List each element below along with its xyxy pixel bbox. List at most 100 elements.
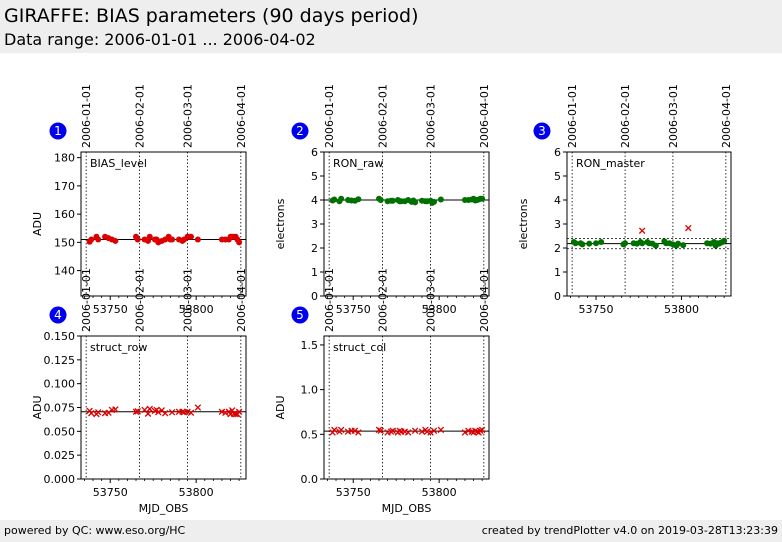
date-tick-label: 2006-02-01 [376,268,389,332]
x-tick-label: 53800 [179,486,214,499]
y-tick-label: 3 [311,218,318,231]
data-point [478,426,486,434]
data-point [675,240,682,247]
y-tick-label: 3 [554,218,561,231]
data-point [144,410,152,417]
y-tick-label: 160 [54,208,75,221]
data-point [179,408,186,416]
header-bar: GIRAFFE: BIAS parameters (90 days period… [0,0,782,53]
y-tick-label: 4 [311,194,318,207]
data-point [88,236,95,243]
panel-series-label: struct_row [90,341,147,354]
date-tick-label: 2006-01-01 [566,84,579,148]
plot-frame [323,335,490,480]
date-tick-label: 2006-02-01 [133,268,146,332]
data-point [411,427,419,434]
data-point [331,426,338,434]
y-tick-label: 150 [54,236,75,249]
data-point [351,427,359,434]
y-tick-label: 0.125 [44,354,76,367]
chart-panel-3: 3 2006-01-01 2006-02-01 2006-03-01 2006-04-0… [517,84,733,316]
y-tick-label: 0.000 [44,473,76,486]
date-tick-label: 2006-04-01 [720,84,733,148]
x-tick-label: 53800 [422,303,457,316]
data-point [431,198,437,205]
x-tick-label: 53750 [579,303,614,316]
data-point [112,406,119,413]
data-point [194,236,201,243]
y-tick-label: 1.5 [301,339,319,352]
panel-series-label: RON_raw [333,157,383,170]
chart-panel-4: 4 2006-01-01 2006-02-01 2006-03-01 2006-04-0… [31,268,248,515]
y-axis-label: electrons [274,198,287,249]
x-tick-label: 53800 [179,303,214,316]
footer-generator: created by trendPlotter v4.0 on 2019-03-… [481,524,778,537]
x-tick-label: 53750 [93,303,128,316]
y-tick-label: 140 [54,265,75,278]
page-subtitle: Data range: 2006-01-01 ... 2006-04-02 [4,30,316,49]
date-tick-label: 2006-03-01 [425,84,438,148]
date-tick-label: 2006-01-01 [323,84,336,148]
data-point [132,408,140,416]
data-point [235,408,243,416]
data-point [404,429,412,436]
y-axis-label: electrons [517,198,530,249]
panel-number-badge [291,306,309,324]
data-point [430,427,438,434]
chart-panel-1: 1 2006-01-01 2006-02-01 2006-03-01 2006-04-0… [31,84,248,316]
x-tick-label: 53800 [422,486,457,499]
y-tick-label: 170 [54,180,75,193]
y-tick-label: 5 [554,170,561,183]
y-tick-label: 0.075 [44,402,76,415]
data-point [194,404,202,411]
date-tick-label: 2006-02-01 [376,84,389,148]
data-point [418,428,426,435]
data-point [680,242,687,249]
plot-frame [80,335,247,480]
y-tick-label: 6 [311,146,318,159]
data-point [134,236,141,243]
data-point [94,409,102,416]
date-tick-label: 2006-03-01 [425,268,438,332]
panel-series-label: RON_master [576,157,645,170]
data-point [112,237,119,244]
panel-number-badge [291,122,309,140]
data-point [134,408,141,415]
panel-number-label: 3 [538,124,546,138]
footer-bar: powered by QC: www.eso.org/HC created by… [0,520,782,542]
panel-number-badge [533,122,551,140]
panel-number-label: 1 [54,124,62,138]
date-tick-label: 2006-04-01 [235,268,248,332]
data-point [652,242,659,249]
data-point [337,426,345,434]
data-point [232,410,239,418]
y-tick-label: 0.050 [44,425,76,438]
panel-number-label: 4 [54,308,62,322]
data-point [161,409,169,417]
data-point [88,409,95,417]
data-point [338,195,345,202]
plot-frame [80,151,247,297]
page-title: GIRAFFE: BIAS parameters (90 days period… [4,5,419,27]
data-point [638,227,646,234]
panel-number-badge [49,122,67,140]
data-point [586,240,593,247]
data-point [95,236,102,243]
data-point [721,237,728,244]
data-point [622,240,629,247]
y-tick-label: 6 [554,146,561,159]
data-point [437,426,445,434]
date-tick-label: 2006-01-01 [80,84,93,148]
y-tick-label: 4 [554,194,561,207]
date-tick-label: 2006-01-01 [323,268,336,332]
y-tick-label: 0.150 [44,330,76,343]
chart-panel-2: 2 2006-01-01 2006-02-01 2006-03-01 2006-04-0… [274,84,491,316]
x-tick-label: 53800 [664,303,699,316]
y-tick-label: 180 [54,152,75,165]
data-point [355,429,362,436]
footer-credit: powered by QC: www.eso.org/HC [4,524,186,537]
date-tick-label: 2006-03-01 [182,84,195,148]
y-tick-label: 0.5 [301,428,319,441]
x-tick-label: 53750 [336,303,371,316]
date-tick-label: 2006-03-01 [182,268,195,332]
